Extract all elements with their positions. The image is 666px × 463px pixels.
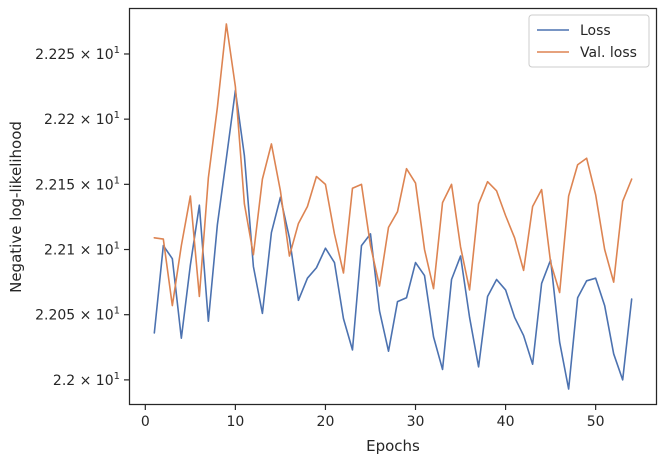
y-tick-label: 2.225 × 101 xyxy=(35,45,120,63)
legend-label-loss: Loss xyxy=(580,23,611,39)
y-tick-label: 2.215 × 101 xyxy=(35,175,120,193)
x-tick-label: 50 xyxy=(587,414,605,430)
x-tick-label: 20 xyxy=(317,414,335,430)
series-line-val-loss xyxy=(153,23,633,307)
y-axis-ticks: 2.2 × 101 2.205 × 101 2.21 × 101 2.215 × 10… xyxy=(35,45,130,389)
plot-frame xyxy=(128,7,658,406)
x-tick-label: 10 xyxy=(226,414,244,430)
plot-lines xyxy=(153,23,633,390)
legend: Loss Val. loss xyxy=(528,14,650,68)
y-tick-label: 2.22 × 101 xyxy=(44,110,120,128)
y-tick-label: 2.205 × 101 xyxy=(35,306,120,324)
y-tick-label: 2.2 × 101 xyxy=(53,371,120,389)
x-axis-label: Epochs xyxy=(366,437,420,455)
y-axis-label: Negative log-likelihood xyxy=(7,121,25,293)
series-line-loss xyxy=(153,89,633,390)
x-tick-label: 40 xyxy=(497,414,515,430)
legend-box xyxy=(528,14,650,68)
x-tick-label: 30 xyxy=(407,414,425,430)
x-axis-ticks: 0 10 20 30 40 50 xyxy=(141,404,605,430)
legend-label-val-loss: Val. loss xyxy=(580,45,637,61)
y-tick-label: 2.21 × 101 xyxy=(44,241,120,259)
x-tick-label: 0 xyxy=(141,414,150,430)
